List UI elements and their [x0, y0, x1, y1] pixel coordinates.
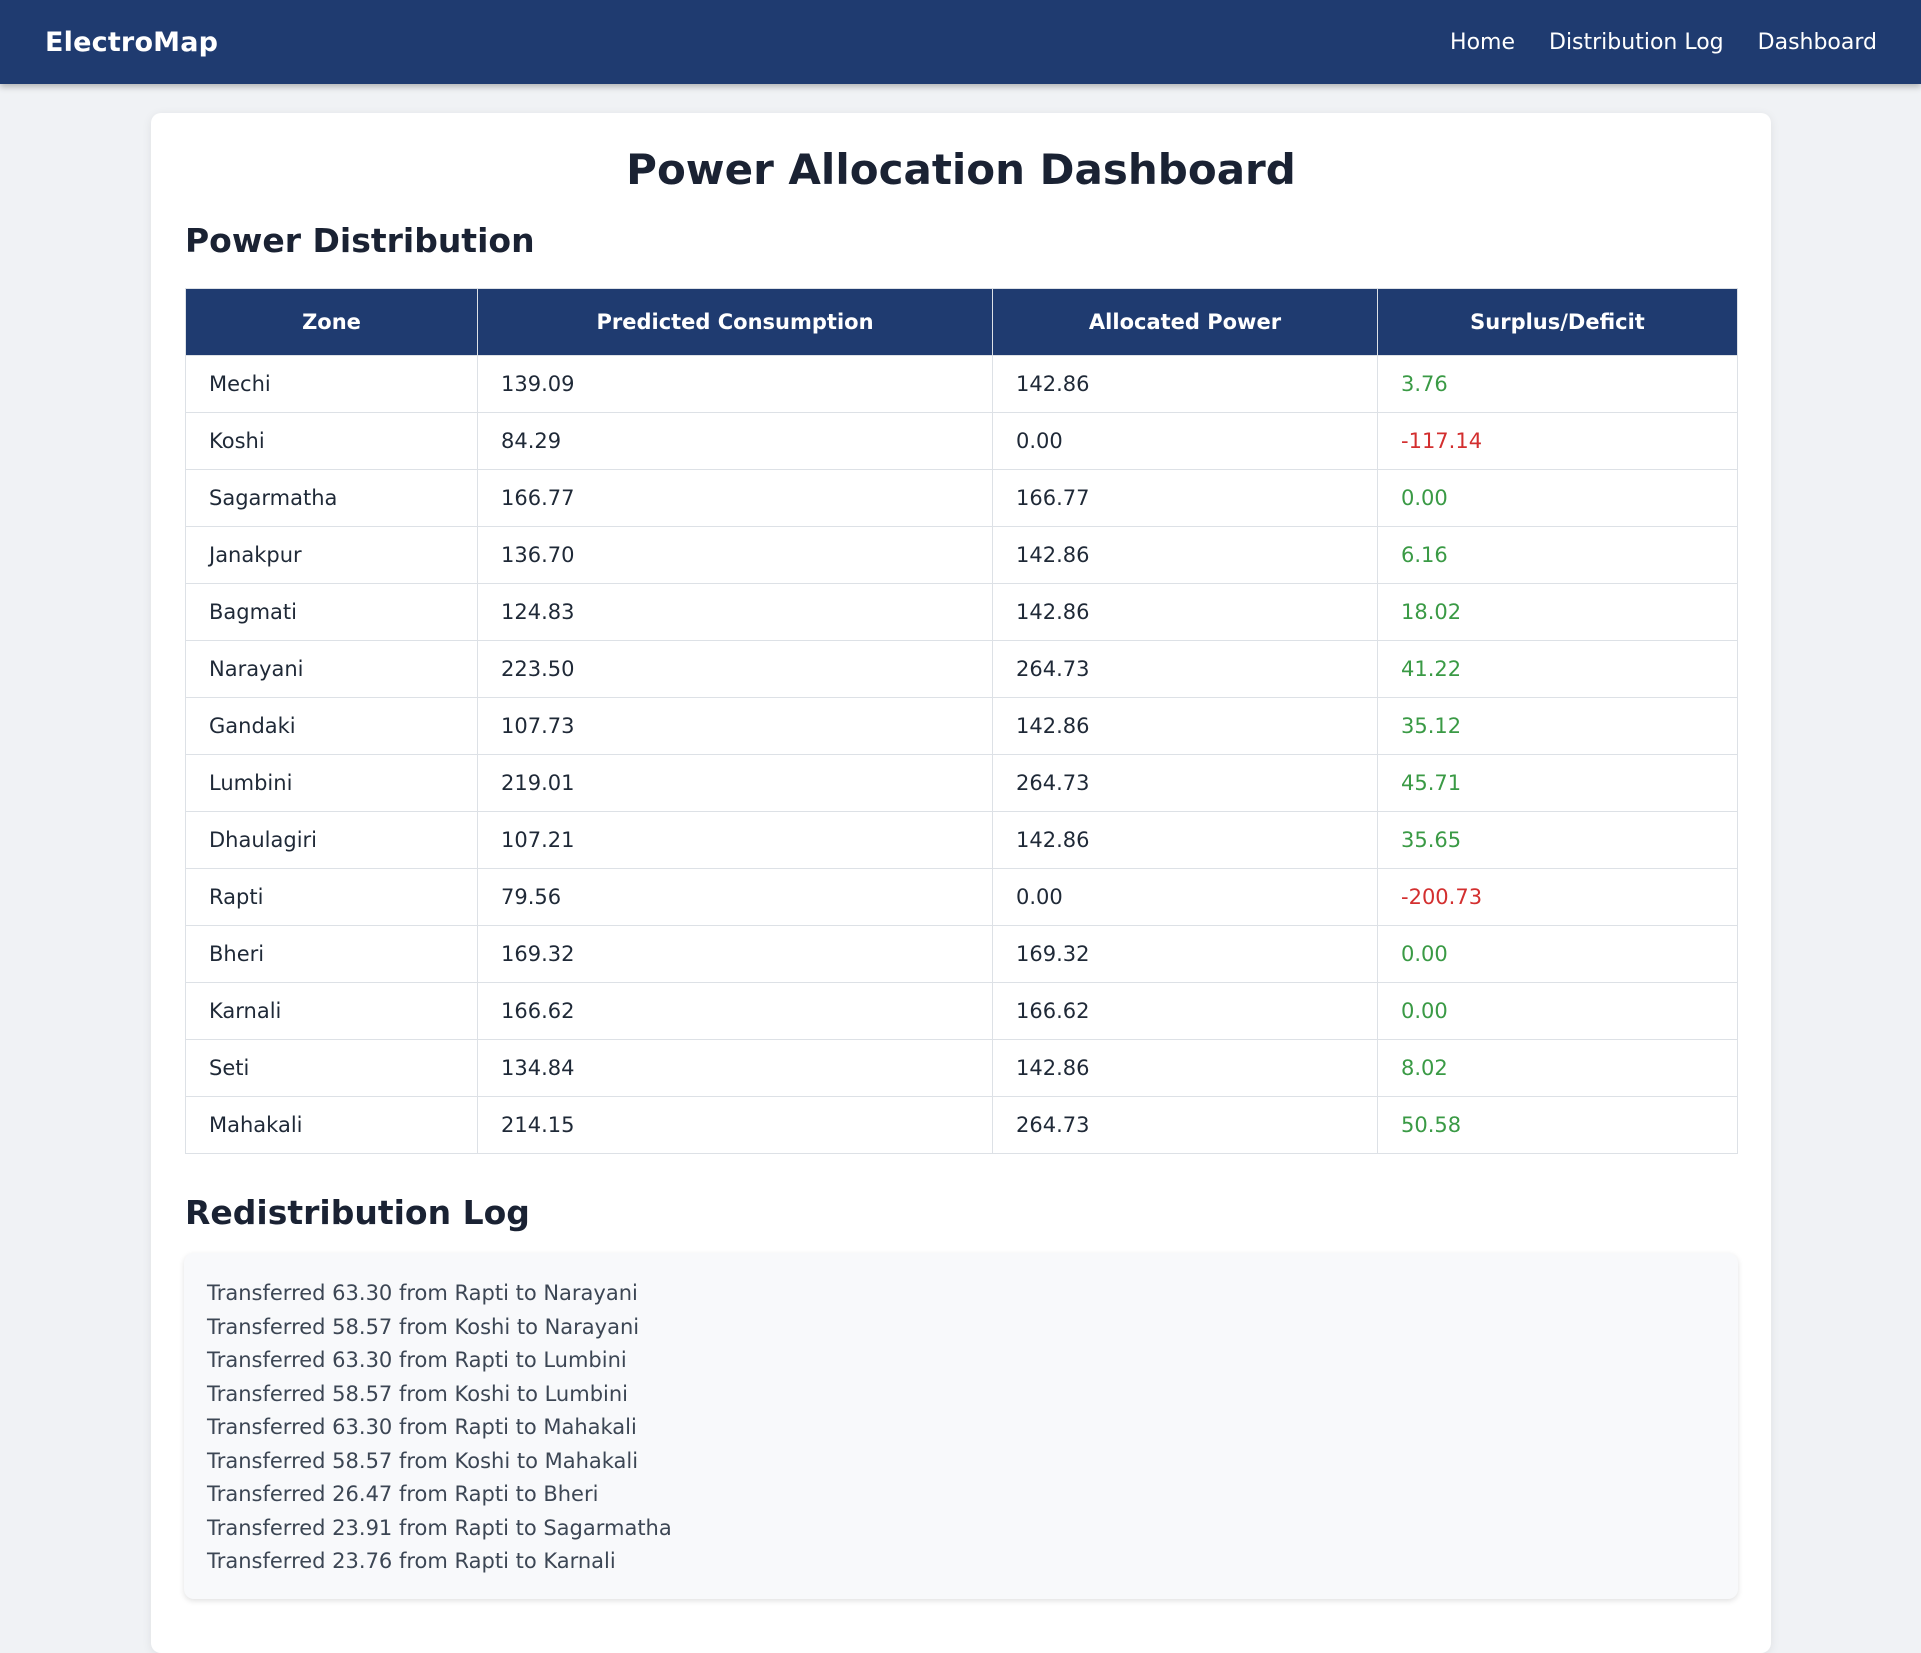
table-body: Mechi 139.09 142.86 3.76 Koshi 84.29 0.00 -117.…	[185, 355, 1738, 1154]
table-row: Narayani 223.50 264.73 41.22	[185, 640, 1738, 698]
surplus-deficit-cell: 50.58	[1377, 1096, 1738, 1154]
power-distribution-table: Zone Predicted Consumption Allocated Pow…	[185, 288, 1738, 1154]
page-title: Power Allocation Dashboard	[626, 145, 1296, 194]
nav-link-home[interactable]: Home	[1450, 29, 1515, 55]
zone-cell: Karnali	[185, 982, 478, 1040]
zone-cell: Lumbini	[185, 754, 478, 812]
allocated-power-cell: 142.86	[992, 355, 1378, 413]
predicted-consumption-cell: 134.84	[477, 1039, 993, 1097]
table-row: Koshi 84.29 0.00 -117.14	[185, 412, 1738, 470]
allocated-power-cell: 142.86	[992, 697, 1378, 755]
predicted-consumption-cell: 79.56	[477, 868, 993, 926]
table-header-row: Zone Predicted Consumption Allocated Pow…	[185, 288, 1738, 356]
allocated-power-cell: 0.00	[992, 412, 1378, 470]
navbar: ElectroMap Home Distribution Log Dashboa…	[0, 0, 1921, 84]
allocated-power-cell: 142.86	[992, 583, 1378, 641]
allocated-power-cell: 264.73	[992, 1096, 1378, 1154]
allocated-power-cell: 0.00	[992, 868, 1378, 926]
log-entry: Transferred 58.57 from Koshi to Narayani	[207, 1314, 640, 1339]
redistribution-log: Transferred 63.30 from Rapti to Narayani…	[184, 1253, 1738, 1599]
allocated-power-cell: 169.32	[992, 925, 1378, 983]
surplus-deficit-cell: 0.00	[1377, 469, 1738, 527]
log-entry: Transferred 63.30 from Rapti to Lumbini	[207, 1348, 627, 1372]
column-header-predicted-consumption: Predicted Consumption	[477, 288, 993, 356]
surplus-deficit-cell: 35.65	[1377, 811, 1738, 869]
log-entry: Transferred 26.47 from Rapti to Bheri	[207, 1482, 599, 1506]
allocated-power-cell: 142.86	[992, 526, 1378, 584]
zone-cell: Bheri	[185, 925, 478, 983]
table-row: Bagmati 124.83 142.86 18.02	[185, 583, 1738, 641]
allocated-power-cell: 166.77	[992, 469, 1378, 527]
surplus-deficit-cell: -117.14	[1377, 412, 1738, 470]
surplus-deficit-cell: 3.76	[1377, 355, 1738, 413]
allocated-power-cell: 142.86	[992, 1039, 1378, 1097]
dashboard-card: Power Allocation Dashboard Power Distrib…	[151, 113, 1771, 1653]
predicted-consumption-cell: 124.83	[477, 583, 993, 641]
table-row: Karnali 166.62 166.62 0.00	[185, 982, 1738, 1040]
allocated-power-cell: 264.73	[992, 754, 1378, 812]
zone-cell: Janakpur	[185, 526, 478, 584]
table-row: Lumbini 219.01 264.73 45.71	[185, 754, 1738, 812]
table-row: Mahakali 214.15 264.73 50.58	[185, 1096, 1738, 1154]
brand-logo[interactable]: ElectroMap	[45, 26, 219, 58]
log-entry: Transferred 23.76 from Rapti to Karnali	[207, 1549, 616, 1573]
zone-cell: Dhaulagiri	[185, 811, 478, 869]
predicted-consumption-cell: 219.01	[477, 754, 993, 812]
nav-link-distribution-log[interactable]: Distribution Log	[1549, 29, 1724, 55]
predicted-consumption-cell: 169.32	[477, 925, 993, 983]
predicted-consumption-cell: 139.09	[477, 355, 993, 413]
table-row: Janakpur 136.70 142.86 6.16	[185, 526, 1738, 584]
log-entry: Transferred 58.57 from Koshi to Mahakali	[207, 1448, 639, 1473]
surplus-deficit-cell: 6.16	[1377, 526, 1738, 584]
zone-cell: Mahakali	[185, 1096, 478, 1154]
redistribution-log-heading: Redistribution Log	[185, 1193, 530, 1232]
surplus-deficit-cell: 35.12	[1377, 697, 1738, 755]
surplus-deficit-cell: 41.22	[1377, 640, 1738, 698]
table-row: Sagarmatha 166.77 166.77 0.00	[185, 469, 1738, 527]
predicted-consumption-cell: 84.29	[477, 412, 993, 470]
surplus-deficit-cell: 45.71	[1377, 754, 1738, 812]
surplus-deficit-cell: 0.00	[1377, 982, 1738, 1040]
surplus-deficit-cell: -200.73	[1377, 868, 1738, 926]
predicted-consumption-cell: 107.73	[477, 697, 993, 755]
power-distribution-heading: Power Distribution	[185, 221, 535, 260]
nav-link-dashboard[interactable]: Dashboard	[1757, 29, 1877, 55]
predicted-consumption-cell: 166.77	[477, 469, 993, 527]
log-entry: Transferred 23.91 from Rapti to Sagarmat…	[207, 1515, 672, 1540]
zone-cell: Narayani	[185, 640, 478, 698]
predicted-consumption-cell: 107.21	[477, 811, 993, 869]
log-entry: Transferred 58.57 from Koshi to Lumbini	[207, 1381, 629, 1406]
predicted-consumption-cell: 136.70	[477, 526, 993, 584]
zone-cell: Sagarmatha	[185, 469, 478, 527]
table-row: Mechi 139.09 142.86 3.76	[185, 355, 1738, 413]
column-header-surplus-deficit: Surplus/Deficit	[1377, 288, 1738, 356]
allocated-power-cell: 264.73	[992, 640, 1378, 698]
allocated-power-cell: 142.86	[992, 811, 1378, 869]
log-entry: Transferred 63.30 from Rapti to Narayani	[207, 1281, 638, 1305]
surplus-deficit-cell: 0.00	[1377, 925, 1738, 983]
table-row: Rapti 79.56 0.00 -200.73	[185, 868, 1738, 926]
zone-cell: Rapti	[185, 868, 478, 926]
zone-cell: Gandaki	[185, 697, 478, 755]
surplus-deficit-cell: 8.02	[1377, 1039, 1738, 1097]
predicted-consumption-cell: 214.15	[477, 1096, 993, 1154]
column-header-allocated-power: Allocated Power	[992, 288, 1378, 356]
allocated-power-cell: 166.62	[992, 982, 1378, 1040]
table-row: Seti 134.84 142.86 8.02	[185, 1039, 1738, 1097]
log-entry: Transferred 63.30 from Rapti to Mahakali	[207, 1415, 637, 1439]
table-row: Gandaki 107.73 142.86 35.12	[185, 697, 1738, 755]
surplus-deficit-cell: 18.02	[1377, 583, 1738, 641]
zone-cell: Koshi	[185, 412, 478, 470]
column-header-zone: Zone	[185, 288, 478, 356]
zone-cell: Mechi	[185, 355, 478, 413]
zone-cell: Seti	[185, 1039, 478, 1097]
nav-links: Home Distribution Log Dashboard	[1450, 30, 1877, 55]
zone-cell: Bagmati	[185, 583, 478, 641]
predicted-consumption-cell: 166.62	[477, 982, 993, 1040]
predicted-consumption-cell: 223.50	[477, 640, 993, 698]
table-row: Dhaulagiri 107.21 142.86 35.65	[185, 811, 1738, 869]
table-row: Bheri 169.32 169.32 0.00	[185, 925, 1738, 983]
